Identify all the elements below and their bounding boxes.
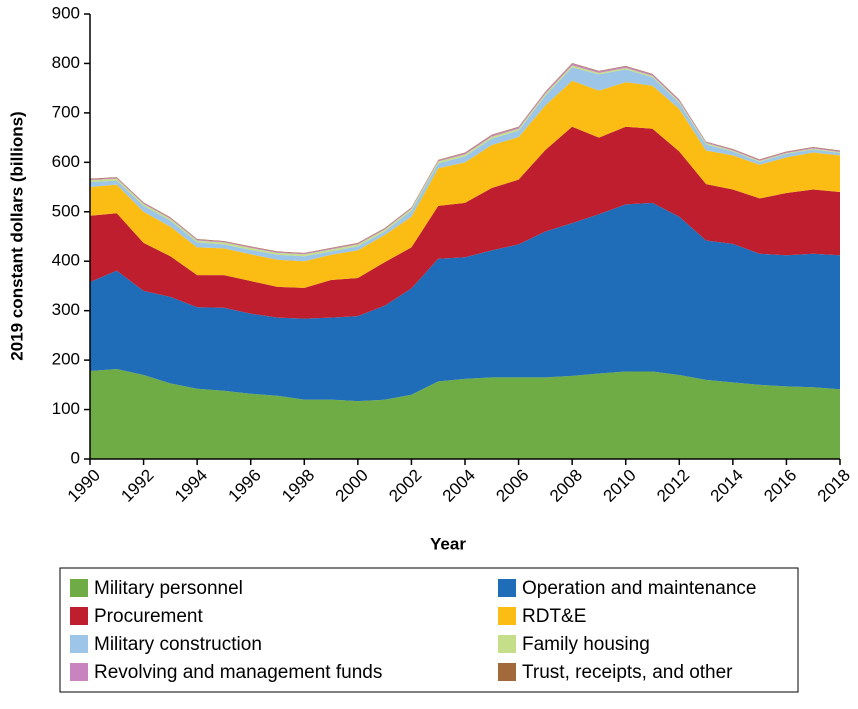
x-tick-label: 2008	[546, 466, 586, 506]
legend-label: Family housing	[522, 634, 650, 655]
legend-label: Military construction	[94, 634, 262, 655]
y-tick-label: 700	[52, 102, 80, 121]
x-tick-label: 1992	[117, 466, 157, 506]
legend-label: Procurement	[94, 606, 203, 627]
area	[90, 202, 840, 402]
legend-swatch	[498, 635, 516, 653]
x-tick-label: 2016	[760, 466, 800, 506]
legend-label: RDT&E	[522, 606, 586, 627]
x-tick-label: 2004	[439, 466, 479, 506]
legend-label: Operation and maintenance	[522, 578, 757, 599]
y-tick-label: 600	[52, 152, 80, 171]
x-tick-label: 2018	[814, 466, 854, 506]
x-tick-label: 2006	[492, 466, 532, 506]
legend-swatch	[70, 663, 88, 681]
legend-swatch	[70, 607, 88, 625]
y-tick-label: 500	[52, 201, 80, 220]
x-tick-label: 1996	[225, 466, 265, 506]
area	[90, 80, 840, 288]
area	[90, 126, 840, 319]
x-tick-label: 2000	[332, 466, 372, 506]
legend-swatch	[70, 579, 88, 597]
legend-label: Military personnel	[94, 578, 243, 599]
area	[90, 369, 840, 459]
x-tick-label: 1990	[64, 466, 104, 506]
y-tick-label: 800	[52, 53, 80, 72]
legend-swatch	[498, 663, 516, 681]
legend-swatch	[70, 635, 88, 653]
y-tick-label: 400	[52, 251, 80, 270]
legend-swatch	[498, 579, 516, 597]
x-tick-label: 1994	[171, 466, 211, 506]
legend-box	[59, 567, 799, 693]
y-tick-label: 200	[52, 350, 80, 369]
x-axis-label: Year	[430, 534, 466, 553]
y-axis-label: 2019 constant dollars (billions)	[7, 111, 26, 360]
y-tick-label: 900	[52, 3, 80, 22]
legend-label: Revolving and management funds	[94, 662, 382, 683]
y-tick-label: 0	[71, 448, 80, 467]
x-tick-label: 2012	[653, 466, 693, 506]
legend-label: Trust, receipts, and other	[522, 662, 733, 683]
x-tick-label: 2002	[385, 466, 425, 506]
legend-swatch	[498, 607, 516, 625]
x-tick-label: 1998	[278, 466, 318, 506]
x-tick-label: 2010	[600, 466, 640, 506]
y-tick-label: 300	[52, 300, 80, 319]
x-tick-label: 2014	[707, 466, 747, 506]
y-tick-label: 100	[52, 399, 80, 418]
